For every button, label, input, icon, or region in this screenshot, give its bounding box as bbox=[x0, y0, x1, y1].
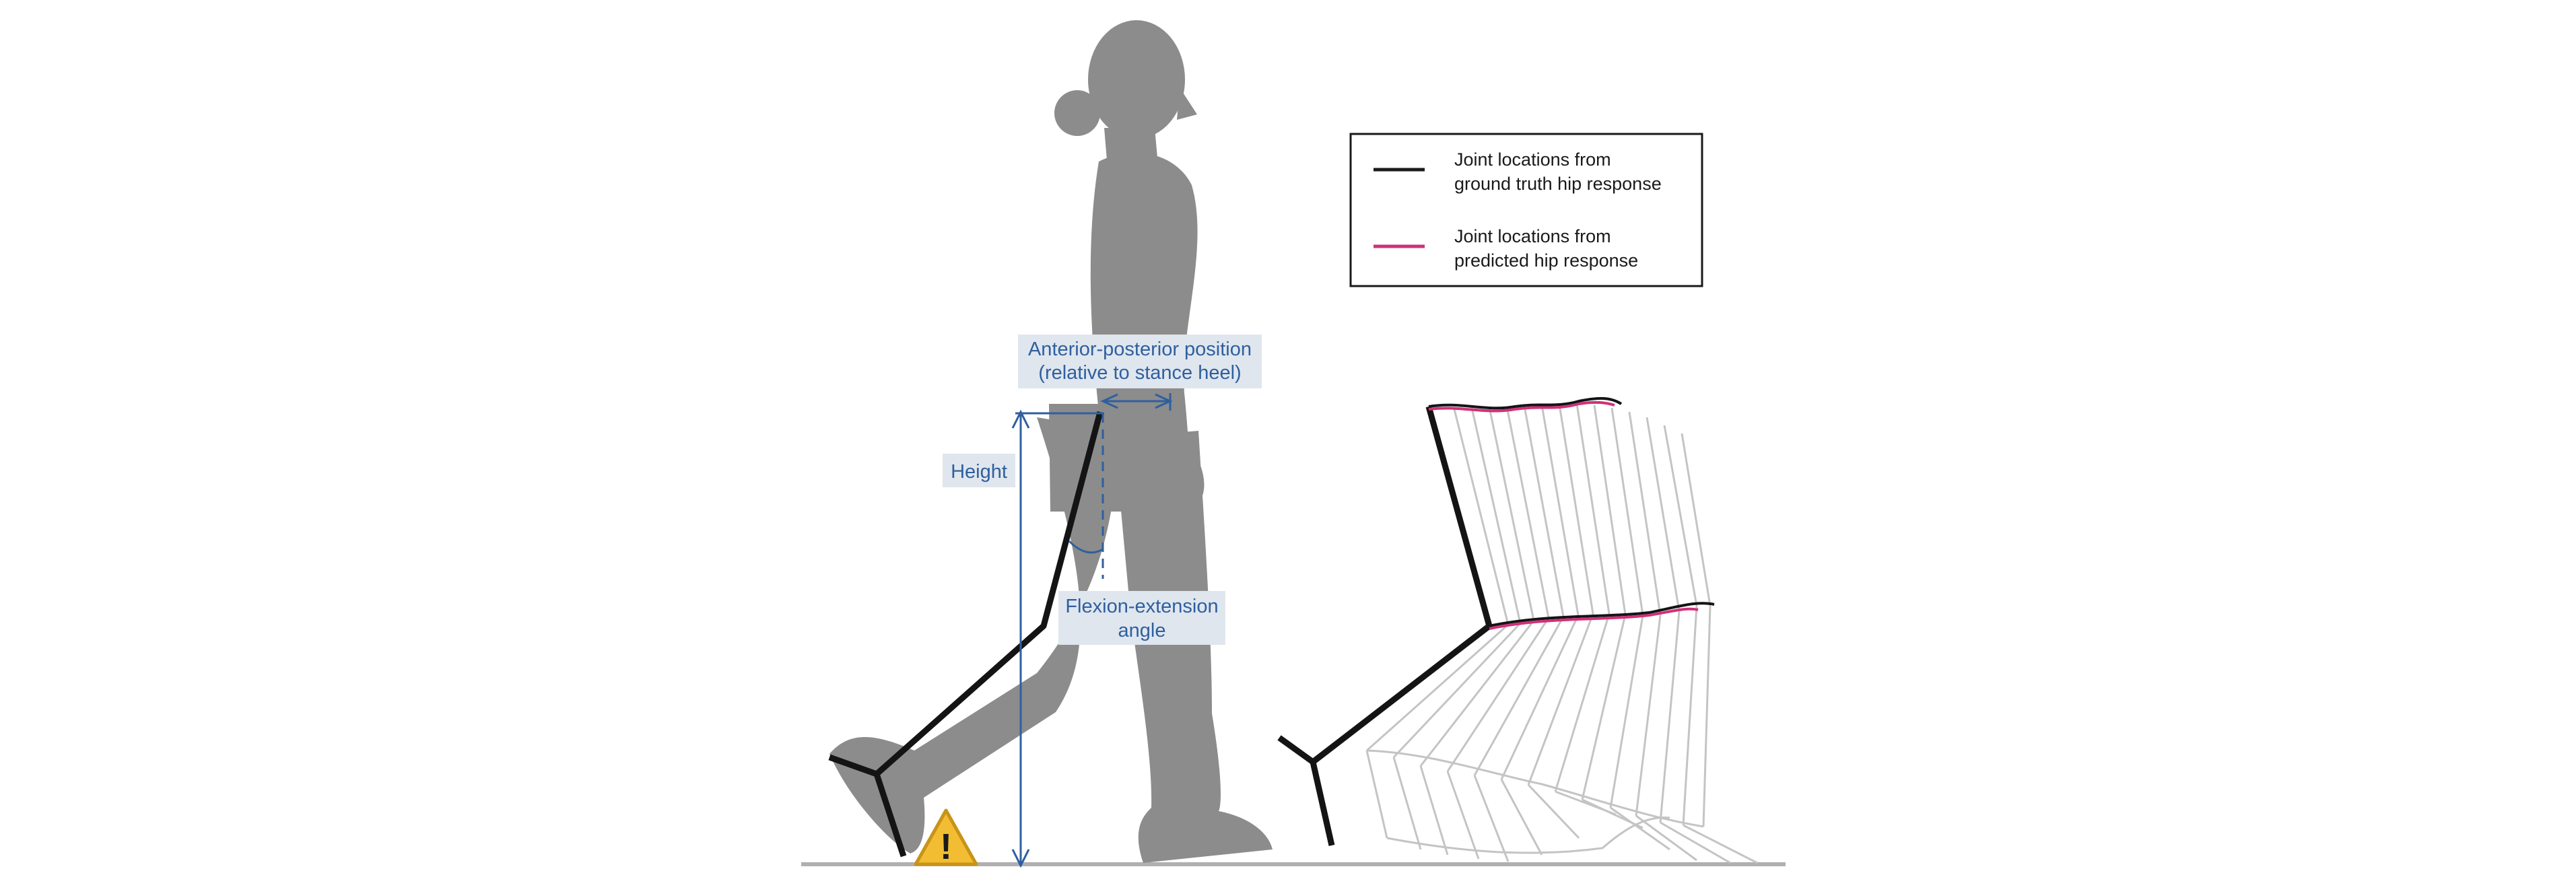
svg-text:angle: angle bbox=[1118, 620, 1166, 641]
label-height: Height bbox=[943, 454, 1015, 487]
gait-sequence-ghosts bbox=[1365, 403, 1758, 864]
hip-trajectory-ground-truth bbox=[1428, 396, 1623, 410]
svg-text:(relative to stance heel): (relative to stance heel) bbox=[1038, 362, 1241, 384]
knee-trajectory-ground-truth bbox=[1489, 602, 1715, 627]
height-arrow-bottom bbox=[1011, 849, 1030, 868]
flexion-angle-arc bbox=[1068, 540, 1104, 554]
knee-trajectory-predicted bbox=[1489, 607, 1699, 630]
legend-label-predicted-2: predicted hip response bbox=[1454, 250, 1638, 271]
hip-trajectory-predicted bbox=[1428, 400, 1615, 413]
legend-label-predicted-1: Joint locations from bbox=[1454, 226, 1611, 246]
warning-icon: ! bbox=[914, 808, 978, 867]
warning-glyph: ! bbox=[940, 827, 952, 867]
label-flexion-angle: Flexion-extension angle bbox=[1058, 591, 1225, 645]
person-silhouette-icon bbox=[829, 20, 1273, 863]
legend-label-ground-truth-1: Joint locations from bbox=[1454, 149, 1611, 170]
measurement-annotations bbox=[1011, 393, 1173, 868]
legend-label-ground-truth-2: ground truth hip response bbox=[1454, 174, 1662, 194]
skeleton-leg-overlay bbox=[828, 411, 1104, 777]
ground-truth-foot bbox=[1310, 761, 1335, 846]
ground-truth-skeleton bbox=[1277, 405, 1493, 846]
label-ap-position: Anterior-posterior position (relative to… bbox=[1018, 335, 1262, 388]
svg-text:Anterior-posterior position: Anterior-posterior position bbox=[1028, 339, 1252, 360]
height-arrow-top bbox=[1011, 409, 1030, 429]
hip-trajectory bbox=[1428, 396, 1623, 413]
ground-truth-leg bbox=[1277, 405, 1493, 765]
knee-trajectory bbox=[1489, 602, 1715, 630]
svg-text:Flexion-extension: Flexion-extension bbox=[1065, 596, 1218, 617]
svg-text:Height: Height bbox=[951, 461, 1007, 483]
legend: Joint locations from ground truth hip re… bbox=[1349, 133, 1703, 287]
skeleton-foot-overlay bbox=[873, 773, 907, 858]
ap-arrow-left bbox=[1100, 393, 1118, 409]
legend-box bbox=[1349, 133, 1703, 287]
